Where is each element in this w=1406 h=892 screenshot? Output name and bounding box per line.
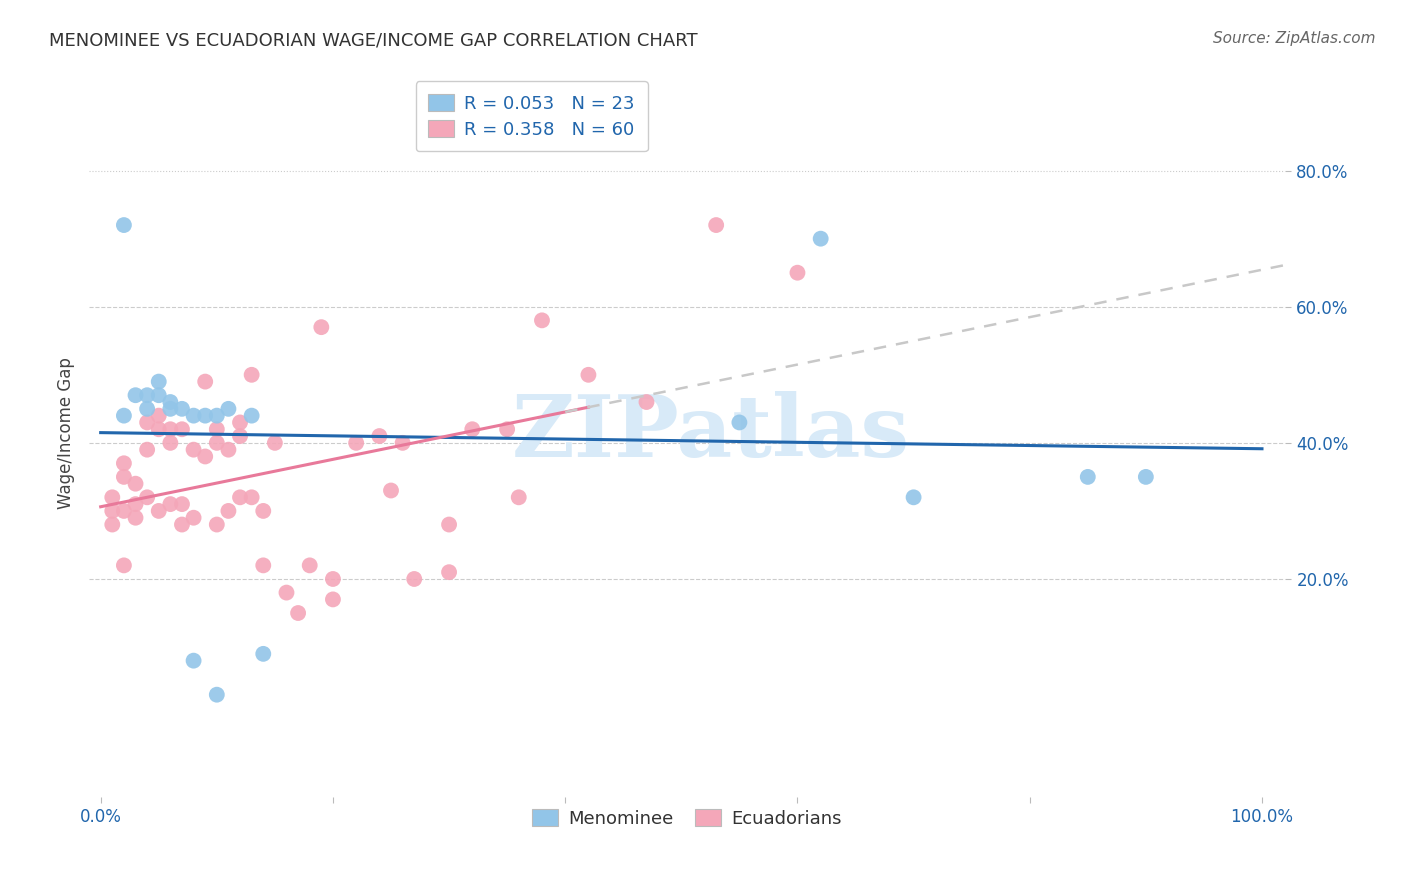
Point [240,368,263,382]
Point [148,422,170,436]
Point [322,572,344,586]
Point [205,517,228,532]
Point [298,558,321,573]
Point [136,442,159,457]
Point [112,218,135,232]
Point [704,218,727,232]
Point [437,517,460,532]
Point [205,422,228,436]
Point [437,565,460,579]
Point [183,510,205,524]
Point [159,395,181,409]
Point [217,401,239,416]
Point [183,654,205,668]
Point [252,558,274,573]
Point [461,422,484,436]
Point [205,409,228,423]
Point [217,504,239,518]
Point [344,435,367,450]
Point [112,456,135,470]
Point [404,572,426,586]
Point [530,313,553,327]
Point [287,606,309,620]
Point [728,416,751,430]
Point [194,409,217,423]
Point [101,517,124,532]
Point [276,585,298,599]
Point [240,409,263,423]
Point [380,483,402,498]
Point [148,409,170,423]
Y-axis label: Wage/Income Gap: Wage/Income Gap [58,357,75,508]
Legend: Menominee, Ecuadorians: Menominee, Ecuadorians [524,802,849,835]
Point [148,388,170,402]
Point [136,416,159,430]
Point [217,442,239,457]
Text: Source: ZipAtlas.com: Source: ZipAtlas.com [1212,31,1375,46]
Point [508,491,530,505]
Point [112,470,135,484]
Point [183,409,205,423]
Point [229,429,252,443]
Point [170,517,193,532]
Point [148,375,170,389]
Point [205,688,228,702]
Point [636,395,658,409]
Point [159,435,181,450]
Point [159,422,181,436]
Point [1077,470,1099,484]
Point [322,592,344,607]
Point [136,491,159,505]
Point [264,435,287,450]
Point [101,491,124,505]
Point [391,435,413,450]
Point [159,497,181,511]
Point [786,266,808,280]
Point [136,388,159,402]
Point [124,510,146,524]
Point [124,388,146,402]
Point [240,491,263,505]
Point [496,422,519,436]
Point [170,497,193,511]
Point [183,442,205,457]
Point [112,504,135,518]
Point [124,476,146,491]
Text: ZIPatlas: ZIPatlas [512,391,910,475]
Point [194,450,217,464]
Text: MENOMINEE VS ECUADORIAN WAGE/INCOME GAP CORRELATION CHART: MENOMINEE VS ECUADORIAN WAGE/INCOME GAP … [49,31,697,49]
Point [368,429,391,443]
Point [1135,470,1157,484]
Point [148,504,170,518]
Point [194,375,217,389]
Point [578,368,600,382]
Point [311,320,333,334]
Point [112,558,135,573]
Point [159,401,181,416]
Point [112,409,135,423]
Point [101,504,124,518]
Point [136,401,159,416]
Point [170,401,193,416]
Point [170,422,193,436]
Point [252,504,274,518]
Point [810,232,832,246]
Point [252,647,274,661]
Point [205,435,228,450]
Point [229,491,252,505]
Point [124,497,146,511]
Point [229,416,252,430]
Point [903,491,925,505]
